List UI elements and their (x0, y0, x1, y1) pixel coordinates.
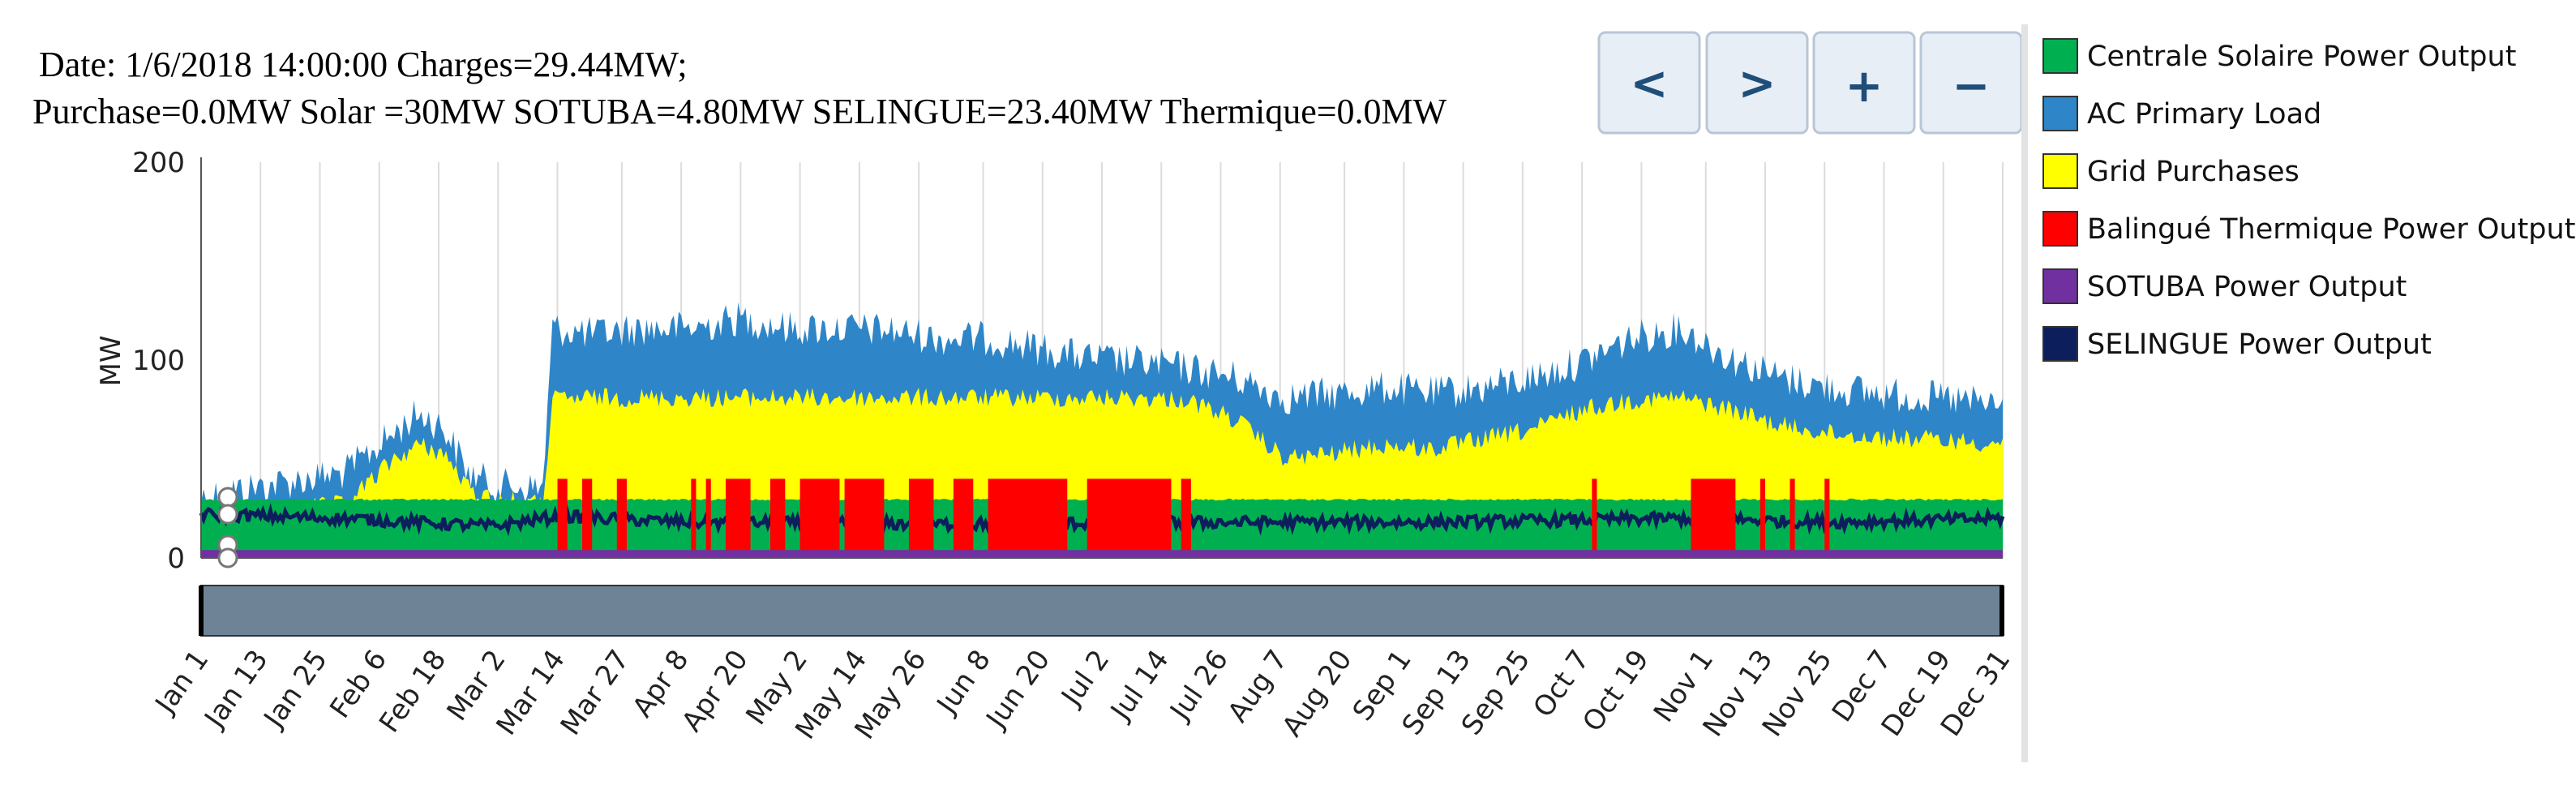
y-tick-labels: 0 100 200 (132, 147, 185, 575)
axes (200, 157, 2003, 559)
legend-swatch-load (2042, 96, 2078, 131)
series-block-thermique (616, 478, 627, 558)
zoom-in-label: + (1845, 60, 1884, 113)
x-tick-label: Jan 25 (257, 644, 334, 735)
legend: Centrale Solaire Power Output AC Primary … (2042, 38, 2575, 362)
range-markers[interactable] (217, 487, 238, 568)
next-label: > (1738, 58, 1777, 110)
scrollbar-right-handle[interactable] (2000, 586, 2004, 636)
zoom-in-button[interactable]: + (1812, 31, 1916, 135)
legend-label-solar: Centrale Solaire Power Output (2087, 41, 2516, 73)
range-scrollbar[interactable] (199, 585, 2004, 637)
series-block-thermique (726, 478, 751, 558)
y-tick-label: 0 (167, 543, 185, 575)
series-block-thermique (1181, 478, 1191, 558)
legend-divider (2021, 24, 2028, 762)
range-marker-top[interactable] (217, 487, 238, 508)
series-block-thermique (1824, 478, 1830, 558)
series-block-thermique (1789, 478, 1795, 558)
series-areas (199, 302, 2005, 558)
legend-swatch-solar (2042, 38, 2078, 74)
range-marker-upper[interactable] (217, 504, 238, 525)
series-block-thermique (988, 478, 1068, 558)
legend-swatch-sotuba (2042, 268, 2078, 304)
x-tick-label: Jul 14 (1104, 644, 1175, 727)
y-tick-label: 100 (132, 345, 185, 377)
x-tick-label: Jul 26 (1163, 644, 1234, 727)
series-block-thermique (582, 478, 593, 558)
series-block-thermique (770, 478, 786, 558)
series-block-thermique (1592, 478, 1597, 558)
y-axis-label: MW (95, 336, 127, 387)
scrollbar-thumb[interactable] (200, 585, 2004, 637)
legend-label-sotuba: SOTUBA Power Output (2087, 271, 2407, 303)
series-block-thermique (908, 478, 934, 558)
series-block-thermique (1087, 478, 1172, 558)
next-button[interactable]: > (1705, 31, 1809, 135)
legend-swatch-selingue (2042, 326, 2078, 362)
series-block-thermique (1759, 478, 1765, 558)
prev-label: < (1631, 58, 1669, 110)
x-tick-label: Jan 13 (198, 644, 275, 735)
info-line-date-charges: Date: 1/6/2018 14:00:00 Charges=29.44MW; (39, 45, 688, 84)
prev-button[interactable]: < (1597, 31, 1701, 135)
zoom-out-label: − (1952, 60, 1991, 113)
zoom-out-button[interactable]: − (1919, 31, 2023, 135)
series-block-thermique (799, 478, 840, 558)
legend-swatch-grid (2042, 153, 2078, 189)
series-block-thermique (691, 478, 697, 558)
series-band-sotuba (201, 550, 2003, 558)
x-tick-label: Jul 2 (1054, 644, 1116, 713)
legend-label-thermique: Balingué Thermique Power Output (2087, 213, 2575, 246)
legend-label-selingue: SELINGUE Power Output (2087, 328, 2432, 361)
series-block-thermique (953, 478, 974, 558)
series-block-thermique (557, 478, 568, 558)
info-line-dispatch: Purchase=0.0MW Solar =30MW SOTUBA=4.80MW… (32, 92, 1447, 131)
x-tick-label: Jun 20 (979, 644, 1057, 735)
y-tick-label: 200 (132, 147, 185, 179)
series-block-thermique (705, 478, 711, 558)
legend-swatch-thermique (2042, 211, 2078, 247)
scrollbar-left-handle[interactable] (199, 586, 204, 636)
range-marker-bottom[interactable] (217, 547, 238, 568)
legend-label-grid: Grid Purchases (2087, 156, 2300, 188)
x-tick-label: Mar 27 (555, 644, 636, 741)
legend-label-load: AC Primary Load (2087, 98, 2321, 131)
nav-buttons: < > + − (1597, 31, 2023, 135)
series-block-thermique (844, 478, 885, 558)
series-block-thermique (1691, 478, 1736, 558)
